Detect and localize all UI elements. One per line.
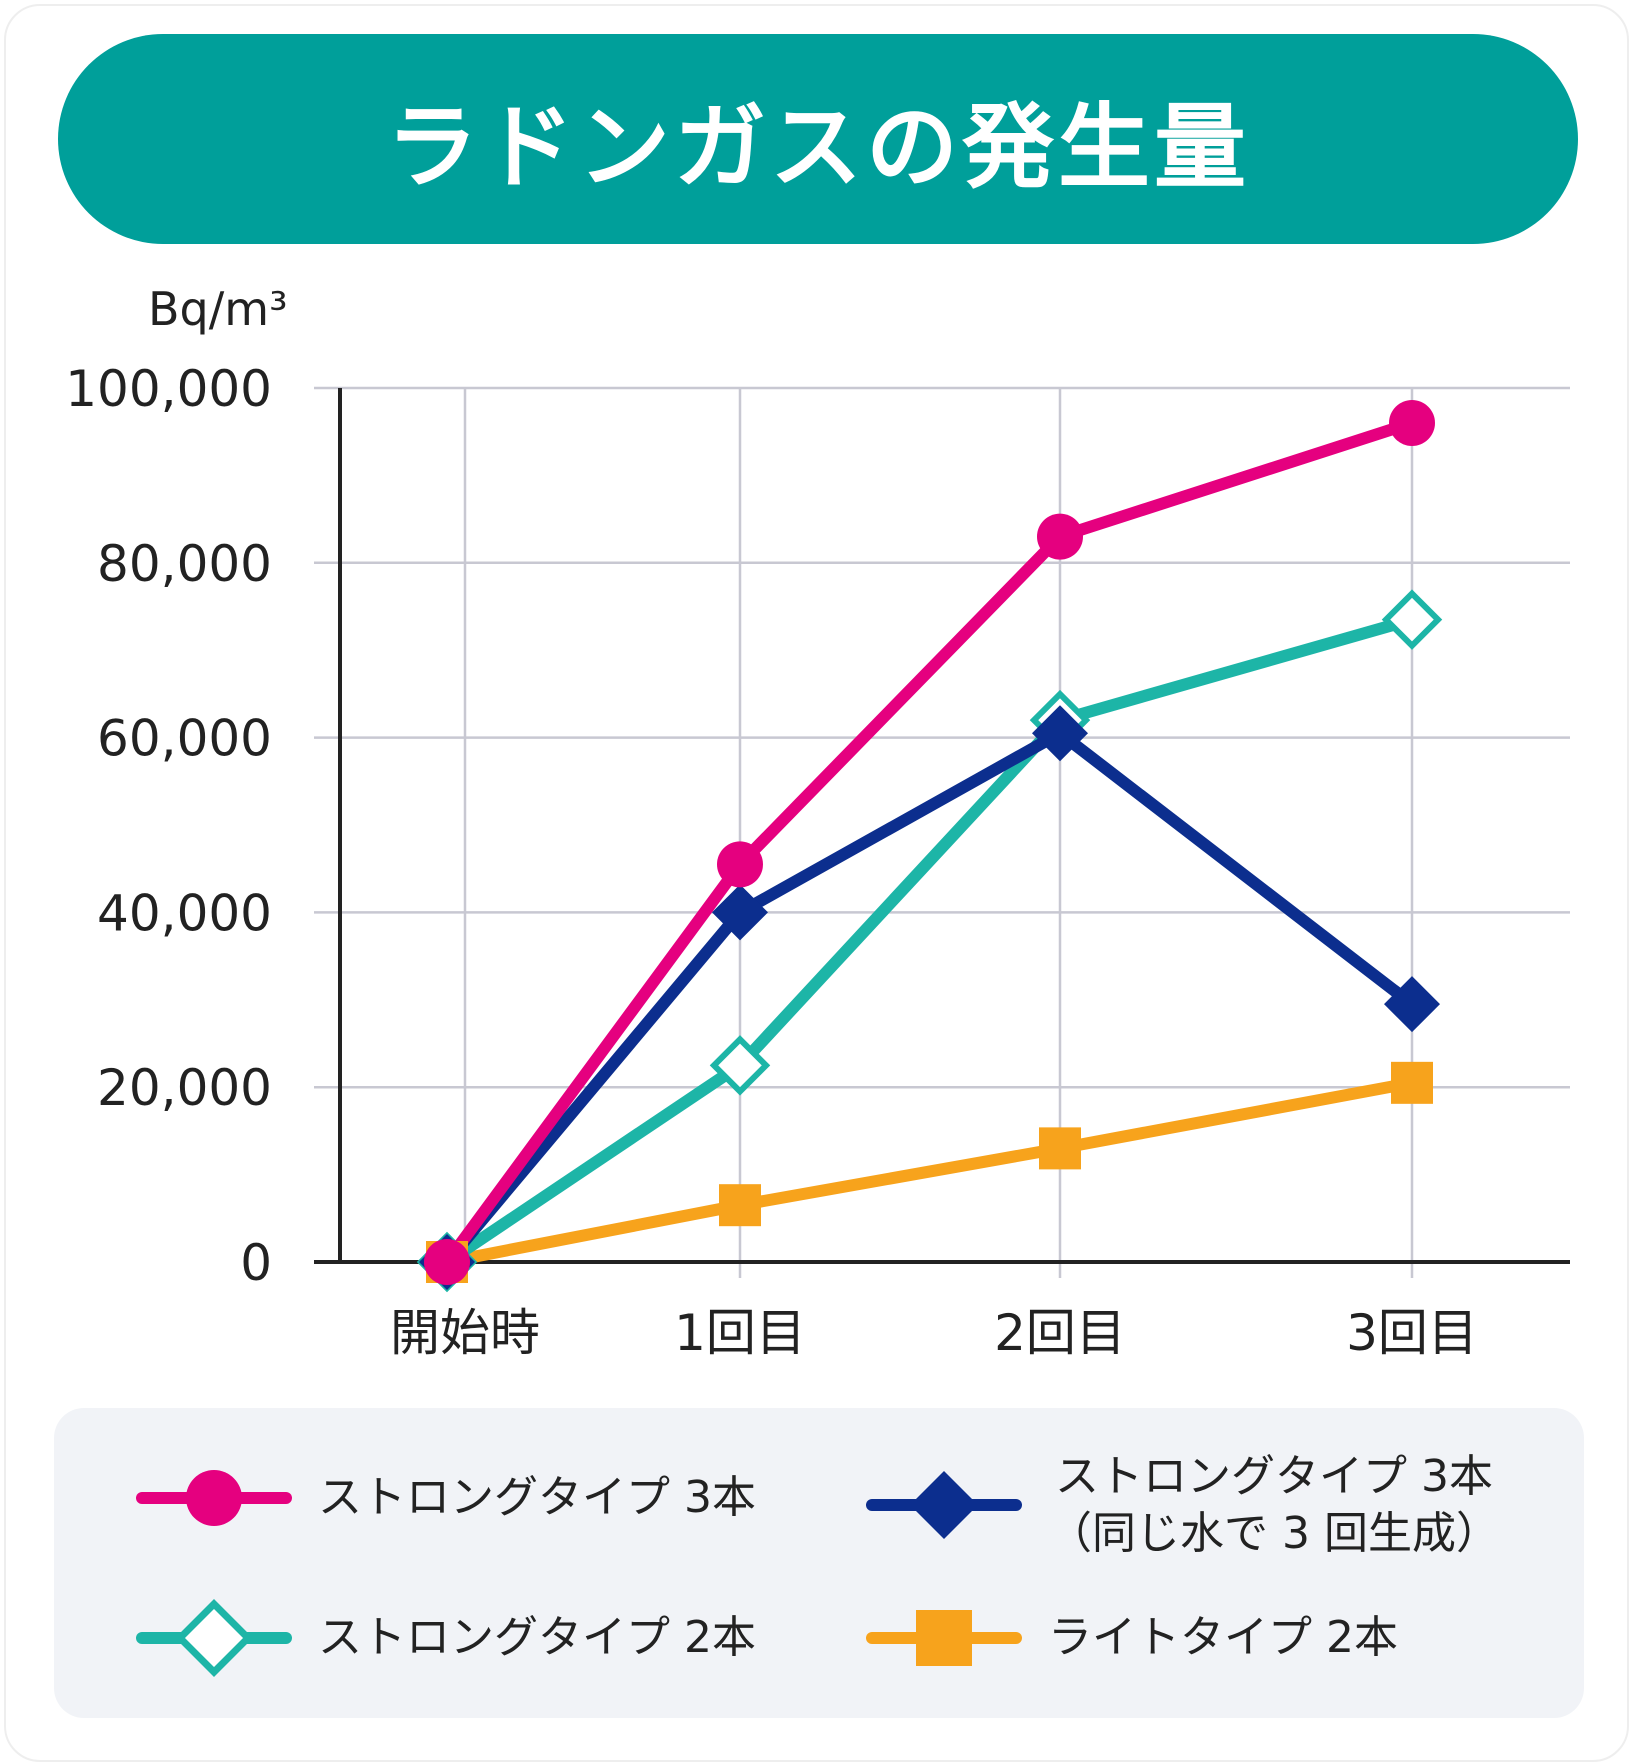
legend-item-light2: ライトタイプ 2本 xyxy=(864,1598,1398,1678)
x-tick-label: 開始時 xyxy=(390,1304,540,1362)
legend-label-strong3-reuse-line2: （同じ水で 3 回生成） xyxy=(1048,1508,1500,1560)
series-line xyxy=(441,416,1418,1268)
data-point-open-diamond xyxy=(709,1035,771,1096)
data-point-diamond xyxy=(1032,705,1088,762)
data-point-circle xyxy=(717,841,763,888)
chart-title: ラドンガスの発生量 xyxy=(385,93,1250,201)
series-line xyxy=(441,613,1418,1268)
title-banner: ラドンガスの発生量 xyxy=(58,34,1578,244)
series-line xyxy=(441,727,1418,1268)
legend-label-strong3-reuse-line1: ストロングタイプ 3本 xyxy=(1054,1451,1493,1502)
line-chart: 0 20,000 40,000 60,000 80,000 100,000 Bq/m³ 開始時… xyxy=(65,282,1570,1362)
x-tick-label: 2回目 xyxy=(994,1304,1126,1362)
data-point-square xyxy=(1039,1127,1081,1170)
data-point-circle xyxy=(1389,399,1435,446)
legend-square-marker-icon xyxy=(866,1610,1022,1666)
legend-label-strong3: ストロングタイプ 3本 xyxy=(318,1472,756,1524)
y-tick-label: 60,000 xyxy=(97,710,272,768)
y-tick-label: 40,000 xyxy=(97,884,272,942)
series-line xyxy=(441,1076,1418,1268)
y-tick-label: 100,000 xyxy=(65,360,272,418)
legend-item-strong3: ストロングタイプ 3本 xyxy=(134,1458,756,1538)
data-point-diamond xyxy=(1384,976,1440,1033)
legend-open-diamond-marker-icon xyxy=(136,1599,292,1677)
legend-filled-diamond-marker-icon xyxy=(866,1471,1022,1540)
data-point-circle xyxy=(1037,513,1083,560)
legend-circle-marker-icon xyxy=(136,1470,292,1526)
x-tick-label: 3回目 xyxy=(1346,1304,1478,1362)
y-tick-label: 20,000 xyxy=(97,1059,272,1117)
y-tick-label: 0 xyxy=(240,1234,272,1292)
legend-label-strong2: ストロングタイプ 2本 xyxy=(318,1612,756,1664)
data-point-open-diamond xyxy=(1381,589,1443,650)
data-point-diamond xyxy=(712,884,768,941)
data-point-square xyxy=(1391,1061,1433,1104)
legend-label-light2: ライトタイプ 2本 xyxy=(1048,1612,1398,1664)
y-tick-label: 80,000 xyxy=(97,535,272,593)
legend: ストロングタイプ 3本 ストロングタイプ 3本 （同じ水で 3 回生成） ストロ… xyxy=(54,1408,1584,1718)
legend-label-strong3-reuse: ストロングタイプ 3本 （同じ水で 3 回生成） xyxy=(1048,1448,1500,1562)
x-tick-label: 1回目 xyxy=(674,1304,806,1362)
y-axis-unit-label: Bq/m³ xyxy=(148,282,288,336)
data-point-circle xyxy=(424,1239,470,1285)
legend-item-strong2: ストロングタイプ 2本 xyxy=(134,1598,756,1678)
legend-item-strong3-reuse: ストロングタイプ 3本 （同じ水で 3 回生成） xyxy=(864,1448,1500,1562)
data-point-square xyxy=(719,1184,761,1227)
